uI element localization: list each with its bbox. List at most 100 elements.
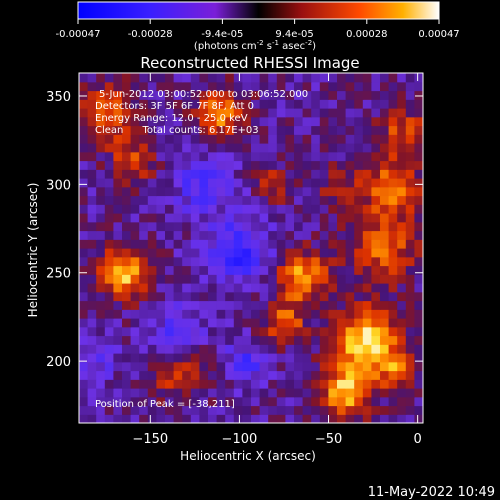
heatmap-cell (182, 300, 192, 310)
heatmap-cell (380, 143, 390, 153)
heatmap-cell (156, 186, 166, 197)
heatmap-cell (104, 283, 114, 293)
heatmap-cell (190, 73, 200, 83)
heatmap-cell (190, 125, 200, 135)
heatmap-cell (311, 300, 321, 310)
heatmap-cell (87, 213, 97, 223)
heatmap-cell (113, 248, 123, 258)
heatmap-cell (233, 256, 243, 267)
heatmap-cell (233, 309, 243, 319)
heatmap-cell (397, 213, 407, 223)
heatmap-cell (371, 108, 381, 118)
heatmap-cell (302, 344, 312, 354)
heatmap-cell (242, 81, 252, 92)
heatmap-cell (156, 90, 166, 100)
heatmap-cell (251, 396, 261, 407)
heatmap-cell (190, 248, 200, 258)
heatmap-cell (276, 309, 286, 319)
heatmap-cell (345, 230, 355, 240)
heatmap-cell (276, 221, 286, 232)
heatmap-cell (147, 178, 157, 188)
heatmap-cell (242, 353, 252, 363)
colorbar-tick-label: 9.4e-05 (275, 29, 313, 40)
heatmap-cell (147, 81, 157, 92)
heatmap-cell (225, 370, 235, 380)
heatmap-cell (190, 213, 200, 223)
heatmap-cell (182, 195, 192, 205)
heatmap-cell (268, 160, 278, 170)
heatmap-cell (362, 143, 372, 153)
heatmap-cell (259, 134, 269, 144)
heatmap-cell (242, 265, 252, 275)
heatmap-cell (380, 309, 390, 319)
heatmap-cell (87, 134, 97, 144)
heatmap-cell (414, 318, 423, 328)
heatmap-cell (294, 73, 304, 83)
heatmap-cell (388, 300, 398, 310)
heatmap-cell (104, 160, 114, 170)
heatmap-cell (147, 248, 157, 258)
heatmap-cell (225, 396, 235, 407)
heatmap-cell (122, 99, 132, 109)
heatmap-cell (397, 318, 407, 328)
heatmap-cell (345, 361, 355, 372)
heatmap-cell (302, 291, 312, 302)
heatmap-cell (104, 108, 114, 118)
heatmap-cell (311, 344, 321, 354)
heatmap-cell (190, 353, 200, 363)
heatmap-cell (208, 213, 218, 223)
heatmap-cell (104, 248, 114, 258)
heatmap-cell (199, 125, 209, 135)
heatmap-cell (242, 370, 252, 380)
heatmap-cell (96, 326, 106, 337)
heatmap-cell (405, 396, 415, 407)
heatmap-cell (397, 388, 407, 398)
heatmap-cell (414, 326, 423, 337)
heatmap-cell (311, 230, 321, 240)
heatmap-cell (242, 195, 252, 205)
heatmap-cell (337, 405, 347, 415)
heatmap-cell (173, 396, 183, 407)
heatmap-cell (225, 99, 235, 109)
heatmap-cell (225, 379, 235, 389)
heatmap-cell (242, 405, 252, 415)
heatmap-cell (328, 151, 338, 162)
heatmap-cell (251, 73, 261, 83)
heatmap-cell (362, 388, 372, 398)
heatmap-cell (79, 344, 89, 354)
heatmap-cell (319, 300, 329, 310)
heatmap-cell (165, 143, 175, 153)
heatmap-cell (242, 326, 252, 337)
heatmap-cell (113, 239, 123, 249)
heatmap-cell (199, 318, 209, 328)
heatmap-cell (216, 108, 226, 118)
heatmap-cell (199, 204, 209, 214)
heatmap-cell (216, 370, 226, 380)
heatmap-cell (96, 361, 106, 372)
heatmap-cell (337, 99, 347, 109)
heatmap-cell (276, 90, 286, 100)
heatmap-cell (156, 213, 166, 223)
heatmap-cell (182, 213, 192, 223)
heatmap-cell (182, 178, 192, 188)
heatmap-cell (113, 370, 123, 380)
heatmap-cell (362, 318, 372, 328)
heatmap-cell (405, 335, 415, 345)
heatmap-cell (388, 353, 398, 363)
heatmap-cell (208, 81, 218, 92)
heatmap-cell (337, 134, 347, 144)
heatmap-cell (362, 265, 372, 275)
heatmap-cell (354, 248, 364, 258)
heatmap-cell (319, 143, 329, 153)
heatmap-cell (251, 274, 261, 284)
heatmap-cell (87, 361, 97, 372)
heatmap-cell (285, 414, 295, 423)
heatmap-cell (225, 256, 235, 267)
heatmap-cell (130, 90, 140, 100)
heatmap-cell (130, 353, 140, 363)
heatmap-cell (388, 108, 398, 118)
heatmap-cell (225, 388, 235, 398)
heatmap-cell (405, 108, 415, 118)
heatmap-cell (173, 265, 183, 275)
heatmap-cell (268, 388, 278, 398)
